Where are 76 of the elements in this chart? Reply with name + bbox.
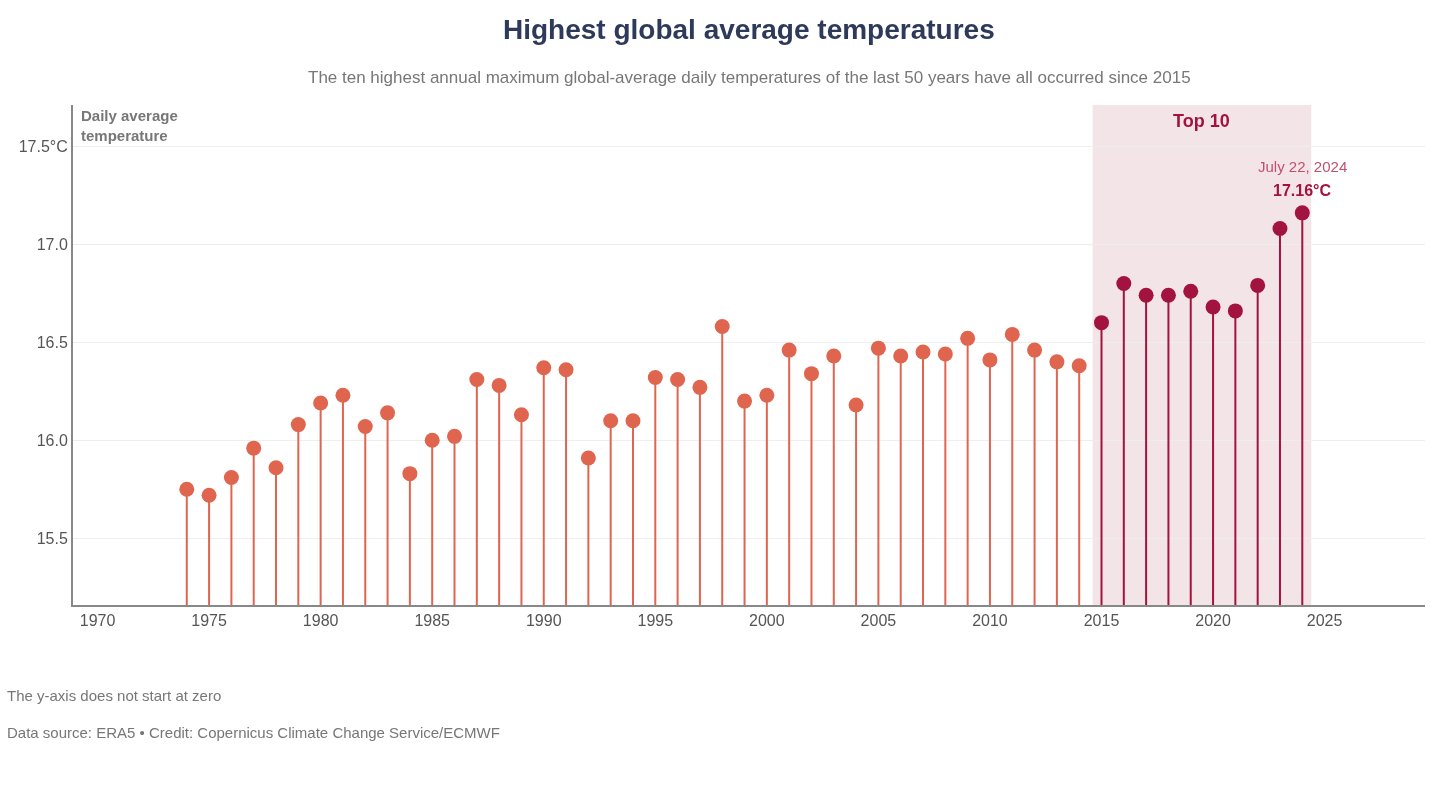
point bbox=[536, 360, 552, 376]
point bbox=[759, 387, 775, 403]
point bbox=[670, 372, 686, 387]
point bbox=[1205, 299, 1221, 315]
point bbox=[915, 344, 931, 360]
chart-title: Highest global average temperatures bbox=[503, 14, 995, 45]
point bbox=[1049, 354, 1065, 370]
point bbox=[781, 342, 797, 358]
point bbox=[380, 405, 396, 421]
x-tick-label: 1970 bbox=[79, 612, 116, 630]
point bbox=[848, 397, 864, 413]
point bbox=[1227, 303, 1243, 319]
point bbox=[870, 340, 886, 356]
point bbox=[447, 428, 462, 444]
text: The y-axis does not start at zero bbox=[7, 687, 222, 704]
point bbox=[268, 460, 284, 476]
y-tick-label: 15.5 bbox=[36, 529, 68, 547]
point bbox=[491, 377, 507, 393]
x-tick-label: 1985 bbox=[414, 612, 451, 630]
point bbox=[1094, 315, 1109, 331]
point bbox=[1160, 287, 1176, 303]
point bbox=[1004, 326, 1020, 342]
point bbox=[290, 417, 306, 433]
point bbox=[826, 348, 842, 364]
band-label: Top 10 bbox=[1173, 111, 1230, 131]
point bbox=[692, 379, 708, 395]
x-tick-label: 2020 bbox=[1195, 612, 1231, 630]
point bbox=[647, 370, 663, 386]
point bbox=[424, 432, 440, 448]
x-tick-label: 1975 bbox=[191, 612, 227, 630]
chart-subtitle: The ten highest annual maximum global-average daily temperatures of the last 50 years have all occurred since 2015 bbox=[308, 68, 1191, 87]
point bbox=[513, 407, 529, 423]
point bbox=[469, 372, 485, 387]
x-tick-label: 2000 bbox=[749, 612, 785, 630]
y-tick-label: 17.0 bbox=[36, 235, 68, 253]
point bbox=[1250, 277, 1266, 293]
point bbox=[803, 366, 819, 382]
point bbox=[246, 440, 262, 456]
x-tick-label: 1995 bbox=[637, 612, 674, 630]
point bbox=[737, 393, 753, 409]
point bbox=[603, 413, 619, 429]
point bbox=[201, 487, 217, 503]
x-tick-label: 2005 bbox=[860, 612, 897, 630]
point bbox=[223, 470, 239, 486]
point bbox=[580, 450, 596, 466]
x-tick-label: 1990 bbox=[525, 612, 562, 630]
point bbox=[313, 395, 329, 411]
point bbox=[1116, 275, 1132, 291]
point bbox=[402, 466, 418, 482]
point bbox=[1071, 358, 1087, 374]
point bbox=[1183, 283, 1199, 299]
x-tick-label: 2010 bbox=[972, 612, 1008, 630]
point bbox=[558, 362, 574, 378]
point bbox=[179, 481, 195, 497]
point bbox=[1272, 221, 1288, 237]
y-tick-label: 17.5°C bbox=[18, 137, 68, 155]
point bbox=[335, 387, 351, 403]
point bbox=[714, 319, 730, 335]
point bbox=[625, 413, 641, 429]
point bbox=[1138, 287, 1154, 303]
point bbox=[893, 348, 909, 364]
x-tick-label: 2015 bbox=[1083, 612, 1120, 630]
source-note: Data source: ERA5 • Credit: Copernicus Climate Change Service/ECMWF bbox=[7, 724, 500, 741]
y-tick-label: 16.0 bbox=[36, 431, 68, 449]
point bbox=[982, 352, 998, 368]
x-tick-label: 1980 bbox=[302, 612, 339, 630]
x-tick-label: 2025 bbox=[1306, 612, 1343, 630]
annotation: 17.16°C bbox=[1273, 182, 1332, 199]
point bbox=[960, 330, 976, 346]
y-axis-title: Daily average temperature bbox=[81, 107, 178, 144]
point bbox=[357, 419, 373, 435]
point bbox=[1294, 205, 1310, 221]
y-tick-label: 16.5 bbox=[36, 333, 68, 351]
annotation: July 22, 2024 bbox=[1258, 158, 1348, 175]
point bbox=[937, 346, 953, 362]
point bbox=[1027, 342, 1043, 358]
